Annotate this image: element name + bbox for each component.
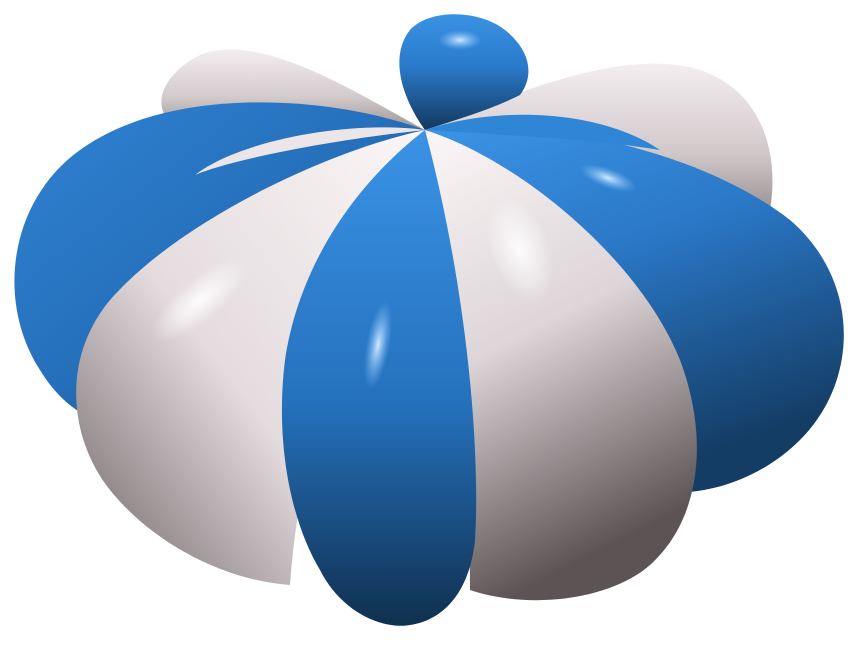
back-blue-lobe <box>399 14 529 130</box>
specular-highlight-front <box>363 300 393 390</box>
blue-lobe-upper-right <box>425 114 660 150</box>
specular-highlight-white-left <box>151 257 249 343</box>
specular-highlight-white-right <box>486 197 554 303</box>
specular-highlight-back <box>438 30 482 50</box>
specular-highlight-right <box>579 164 637 192</box>
white-lobe-upper-left <box>195 127 425 175</box>
